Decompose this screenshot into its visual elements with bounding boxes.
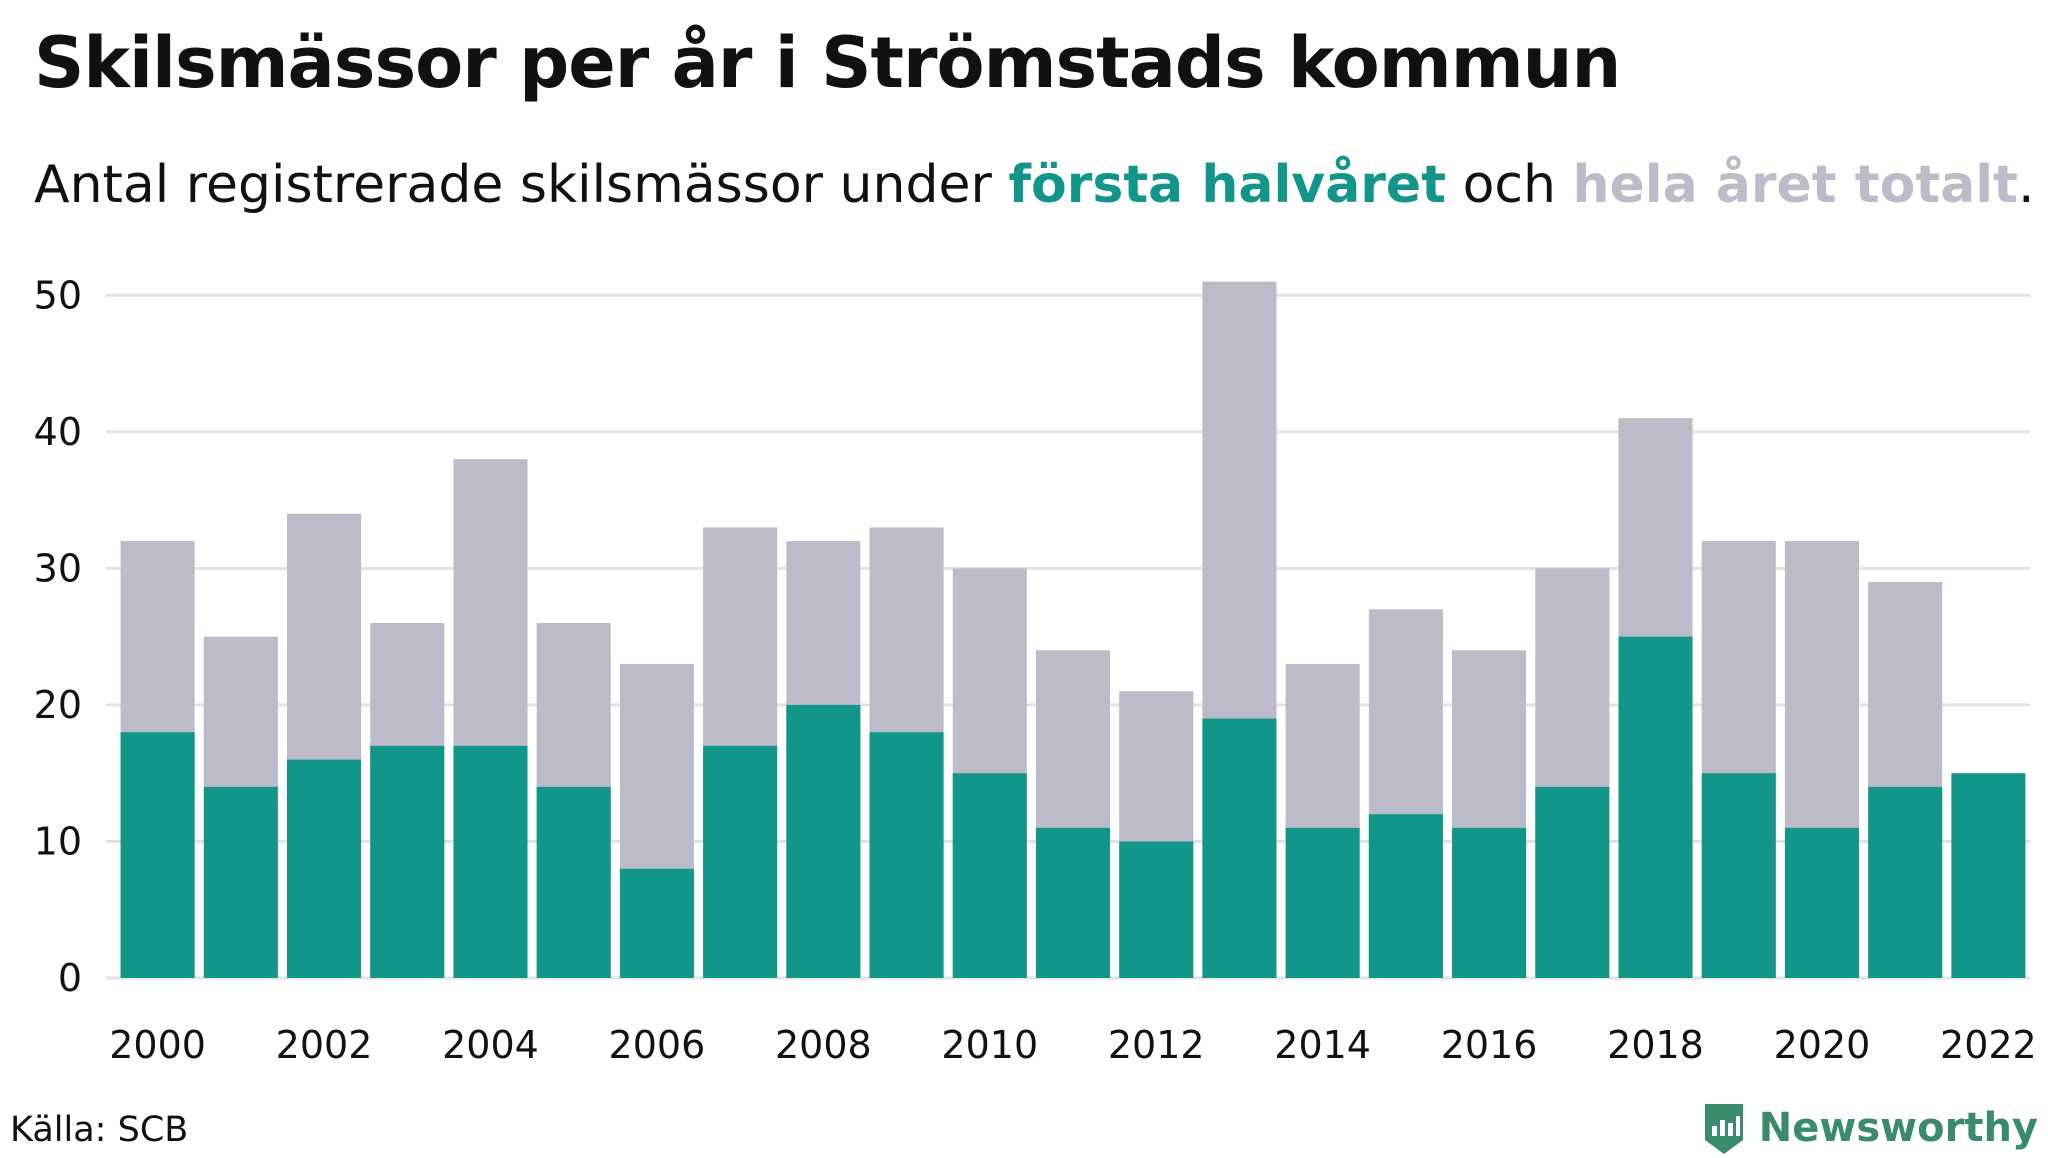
brand-logo: Newsworthy (1701, 1098, 2038, 1158)
x-tick-label: 2002 (276, 1023, 373, 1067)
bar-first-half (952, 773, 1027, 978)
bar-first-half (120, 732, 195, 978)
bar-first-half (786, 704, 861, 978)
subtitle-prefix: Antal registrerade skilsmässor under (34, 155, 1009, 215)
bar-first-half (1868, 786, 1943, 978)
bar-first-half (1285, 827, 1360, 978)
x-tick-label: 2022 (1940, 1023, 2037, 1067)
chart-subtitle: Antal registrerade skilsmässor under för… (34, 155, 2035, 215)
y-tick-label: 40 (34, 410, 82, 454)
y-tick-label: 20 (34, 683, 82, 727)
bar-first-half (1535, 786, 1610, 978)
bar-first-half (1701, 773, 1776, 978)
x-tick-label: 2010 (941, 1023, 1038, 1067)
x-tick-label: 2006 (609, 1023, 706, 1067)
y-tick-label: 50 (34, 273, 82, 317)
bar-first-half (287, 759, 362, 978)
subtitle-key-full-year: hela året totalt (1572, 155, 2018, 215)
bar-first-half (203, 786, 278, 978)
bar-first-half (453, 745, 528, 978)
bar-first-half (619, 868, 694, 978)
y-tick-label: 0 (58, 956, 82, 1000)
y-tick-label: 10 (34, 819, 82, 863)
bar-first-half (869, 732, 944, 978)
x-tick-label: 2016 (1441, 1023, 1538, 1067)
x-tick-label: 2000 (109, 1023, 206, 1067)
x-tick-label: 2012 (1108, 1023, 1205, 1067)
bar-first-half (1119, 841, 1194, 978)
bar-chart: 0 10 20 30 40 50 2000 2002 2004 2006 2008 2010 2012 2… (34, 273, 2037, 1067)
subtitle-middle: och (1446, 155, 1573, 215)
x-tick-label: 2004 (442, 1023, 539, 1067)
bar-first-half (1202, 718, 1277, 978)
newsworthy-logo-icon (1704, 1104, 1743, 1154)
brand-name: Newsworthy (1758, 1105, 2038, 1151)
bar-first-half (1368, 814, 1443, 978)
subtitle-suffix: . (2017, 155, 2035, 215)
x-tick-label: 2008 (775, 1023, 872, 1067)
y-tick-label: 30 (34, 546, 82, 590)
bar-first-half (536, 786, 611, 978)
subtitle-key-first-half: första halvåret (1008, 155, 1447, 215)
x-tick-label: 2020 (1774, 1023, 1871, 1067)
source-note: Källa: SCB (10, 1110, 189, 1150)
bar-first-half (1784, 827, 1859, 978)
bar-first-half (370, 745, 445, 978)
bar-first-half (1035, 827, 1111, 978)
x-tick-label: 2014 (1274, 1023, 1371, 1067)
chart-title: Skilsmässor per år i Strömstads kommun (34, 22, 1621, 104)
bar-first-half (1452, 827, 1527, 978)
bar-first-half (1618, 636, 1693, 978)
bar-first-half (703, 745, 778, 978)
bar-first-half (1951, 773, 2026, 978)
x-tick-label: 2018 (1607, 1023, 1704, 1067)
